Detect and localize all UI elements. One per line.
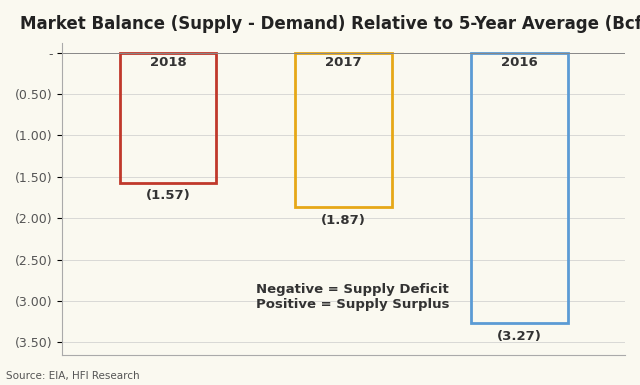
Text: Negative = Supply Deficit
Positive = Supply Surplus: Negative = Supply Deficit Positive = Sup…	[256, 283, 449, 311]
Text: 2017: 2017	[325, 56, 362, 69]
Title: Market Balance (Supply - Demand) Relative to 5-Year Average (Bcf/d): Market Balance (Supply - Demand) Relativ…	[20, 15, 640, 33]
Text: 2018: 2018	[150, 56, 186, 69]
Text: Source: EIA, HFI Research: Source: EIA, HFI Research	[6, 371, 140, 381]
Text: 2016: 2016	[501, 56, 538, 69]
Text: (3.27): (3.27)	[497, 330, 542, 343]
Text: (1.57): (1.57)	[145, 189, 190, 202]
Text: (1.87): (1.87)	[321, 214, 366, 227]
